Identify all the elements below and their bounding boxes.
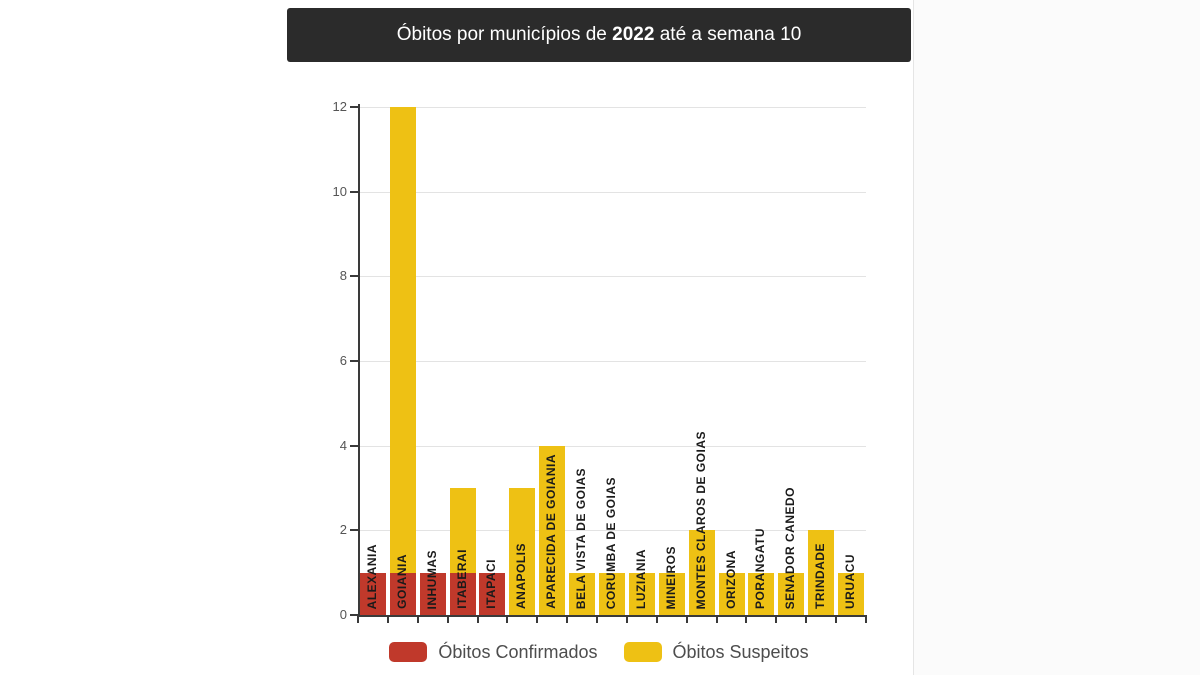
y-tick-label: 6 <box>339 353 347 368</box>
x-category-label-mineiros: MINEIROS <box>663 545 678 609</box>
x-category-label-orizona: ORIZONA <box>723 550 738 609</box>
x-axis-tick <box>536 617 539 623</box>
x-axis <box>357 615 867 617</box>
gridline-y-2 <box>358 530 866 532</box>
y-tick-label: 10 <box>332 183 347 199</box>
chart-title-prefix: Óbitos por municípios de <box>396 24 613 45</box>
x-axis-tick <box>715 617 718 623</box>
chart-title-bar: Óbitos por municípios de 2022 até a sema… <box>287 8 911 62</box>
legend-item--bitos-suspeitos[interactable]: Óbitos Suspeitos <box>623 641 809 663</box>
x-category-label-uruacu: URUACU <box>843 554 858 609</box>
x-axis-tick <box>416 617 419 623</box>
chart-title-suffix: até a semana 10 <box>654 24 802 45</box>
bar--bitos-suspeitos-trindade[interactable] <box>808 530 835 615</box>
x-axis-tick <box>775 617 778 623</box>
y-tick-label: 2 <box>339 522 347 538</box>
y-axis-tick <box>350 106 358 108</box>
legend-label: Óbitos Suspeitos <box>672 641 809 662</box>
y-tick-label: 8 <box>339 268 347 284</box>
gridline-y-12 <box>358 107 866 108</box>
bar--bitos-suspeitos-senador-canedo[interactable] <box>778 572 805 615</box>
bar--bitos-suspeitos-montes-claros-de-goias[interactable] <box>688 530 715 615</box>
x-axis-tick <box>476 617 479 623</box>
bar--bitos-confirmados-inhumas[interactable] <box>419 572 446 615</box>
chart-panel: Óbitos por municípios de 2022 até a sema… <box>285 0 913 675</box>
x-category-label-trindade: TRINDADE <box>813 543 828 609</box>
y-axis-tick <box>350 444 358 447</box>
bar--bitos-confirmados-itaberai[interactable] <box>449 572 476 615</box>
bar--bitos-suspeitos-anapolis[interactable] <box>509 488 536 615</box>
x-axis-tick <box>446 617 449 623</box>
x-category-label-alexania: ALEXANIA <box>364 543 379 609</box>
x-category-label-porangatu: PORANGATU <box>753 528 768 609</box>
gridline-y-4 <box>358 445 866 447</box>
x-axis-tick <box>386 617 389 623</box>
y-axis-tick <box>350 190 358 193</box>
gridline-y-10 <box>358 191 866 193</box>
chart-legend: Óbitos Confirmados Óbitos Suspeitos <box>285 637 913 667</box>
legend-label: Óbitos Confirmados <box>438 641 598 662</box>
x-category-label-anapolis: ANAPOLIS <box>514 542 529 609</box>
bar--bitos-suspeitos-luziania[interactable] <box>628 572 655 615</box>
x-axis-tick <box>865 617 867 623</box>
x-axis-tick <box>596 617 599 623</box>
x-category-label-aparecida-de-goiania: APARECIDA DE GOIANIA <box>544 454 559 609</box>
bar--bitos-suspeitos-goiania[interactable] <box>389 107 416 615</box>
bar--bitos-suspeitos-bela-vista-de-goias[interactable] <box>569 572 596 615</box>
y-axis <box>358 104 360 616</box>
bar--bitos-suspeitos-corumba-de-goias[interactable] <box>599 572 625 615</box>
legend-swatch--bitos-suspeitos <box>623 642 662 662</box>
bar--bitos-suspeitos-orizona[interactable] <box>718 572 745 615</box>
x-axis-tick <box>835 617 838 623</box>
x-category-label-luziania: LUZIANIA <box>633 549 648 609</box>
x-axis-tick <box>625 617 628 623</box>
bar--bitos-confirmados-goiania[interactable] <box>389 572 416 615</box>
legend-swatch--bitos-confirmados <box>389 642 428 662</box>
x-category-label-goiania: GOIANIA <box>394 554 409 609</box>
x-category-label-inhumas: INHUMAS <box>424 549 439 610</box>
bar--bitos-suspeitos-porangatu[interactable] <box>748 572 775 615</box>
y-axis-tick <box>350 360 358 362</box>
bar--bitos-confirmados-itapaci[interactable] <box>479 572 506 615</box>
plot-area: 0 2 4 6 8 10 12 ALEXANIA GOIANIA INHUMAS ITABERAI I… <box>285 0 913 675</box>
x-axis-tick <box>805 617 808 623</box>
y-tick-label: 4 <box>339 437 347 453</box>
x-axis-tick <box>357 617 359 623</box>
bar--bitos-suspeitos-mineiros[interactable] <box>658 572 685 615</box>
y-tick-label: 12 <box>332 99 347 114</box>
y-axis-tick <box>350 529 358 532</box>
y-axis-tick <box>350 614 358 616</box>
legend-item--bitos-confirmados[interactable]: Óbitos Confirmados <box>389 641 598 663</box>
x-axis-tick <box>506 617 509 623</box>
bar--bitos-confirmados-alexania[interactable] <box>359 572 386 615</box>
x-axis-tick <box>655 617 658 623</box>
x-category-label-montes-claros-de-goias: MONTES CLAROS DE GOIAS <box>693 430 708 609</box>
bar--bitos-suspeitos-uruacu[interactable] <box>838 572 865 615</box>
x-category-label-itaberai: ITABERAI <box>454 549 469 609</box>
x-category-label-itapaci: ITAPACI <box>484 559 499 609</box>
x-axis-tick <box>566 617 569 623</box>
x-axis-tick <box>745 617 748 623</box>
page-right-background <box>913 0 1200 675</box>
y-axis-tick <box>350 275 358 278</box>
gridline-y-8 <box>358 276 866 278</box>
x-category-label-corumba-de-goias: CORUMBA DE GOIAS <box>604 476 618 609</box>
bar--bitos-suspeitos-aparecida-de-goiania[interactable] <box>539 445 566 615</box>
gridline-y-6 <box>358 361 866 362</box>
x-category-label-senador-canedo: SENADOR CANEDO <box>783 486 798 609</box>
chart-title-year: 2022 <box>612 24 655 45</box>
y-tick-label: 0 <box>339 607 347 622</box>
x-axis-tick <box>685 617 688 623</box>
x-category-label-bela-vista-de-goias: BELA VISTA DE GOIAS <box>574 467 589 609</box>
